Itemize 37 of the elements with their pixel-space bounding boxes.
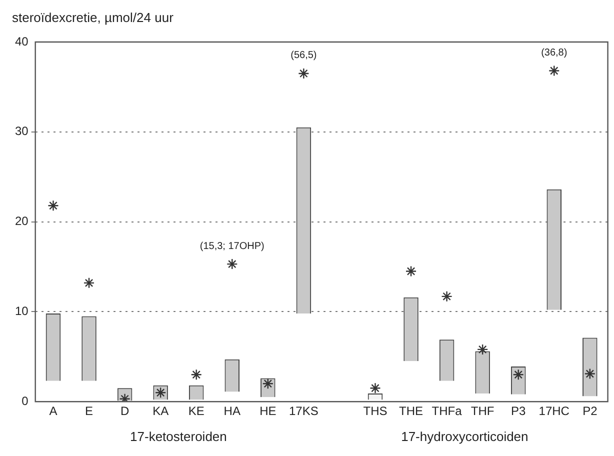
- x-tick-label: KA: [152, 404, 169, 418]
- x-tick-label: THE: [399, 404, 424, 418]
- x-tick-label: 17HC: [538, 404, 570, 418]
- point: [190, 369, 202, 380]
- annotation: (56,5): [290, 50, 317, 62]
- point: [548, 65, 560, 76]
- x-tick-label: HE: [260, 404, 276, 418]
- y-tick-label: 30: [14, 124, 29, 138]
- point: [370, 382, 381, 394]
- y-tick-label: 0: [22, 394, 29, 408]
- point: [298, 68, 310, 80]
- x-tick-label: 17KS: [289, 404, 318, 418]
- x-tick-label: P3: [511, 404, 526, 418]
- point: [226, 258, 238, 270]
- x-tick-label: A: [49, 404, 58, 418]
- y-axis-title: steroïdexcretie, µmol/24 uur: [12, 10, 174, 26]
- annotation: (15,3; 17OHP): [200, 240, 264, 252]
- x-tick-label: KE: [188, 404, 204, 418]
- x-tick-label: E: [85, 404, 94, 418]
- x-tick-label: P2: [582, 404, 598, 418]
- text: 17-ketosteroiden: [130, 429, 227, 444]
- point: [83, 277, 95, 289]
- y-tick-label: 10: [14, 304, 29, 318]
- point: [405, 266, 417, 277]
- x-tick-label: HA: [224, 404, 240, 418]
- point: [441, 290, 452, 302]
- y-tick-label: 40: [14, 34, 29, 48]
- x-tick-label: THS: [363, 404, 388, 418]
- point: [584, 368, 596, 380]
- annotation: (36,8): [541, 48, 568, 59]
- text: 17-hydroxycorticoiden: [401, 429, 528, 444]
- point: [476, 344, 488, 356]
- point: [48, 200, 59, 212]
- x-tick-label: THFa: [432, 404, 462, 418]
- x-tick-label: THF: [470, 404, 494, 418]
- y-tick-label: 20: [14, 214, 29, 228]
- x-tick-label: D: [120, 404, 130, 418]
